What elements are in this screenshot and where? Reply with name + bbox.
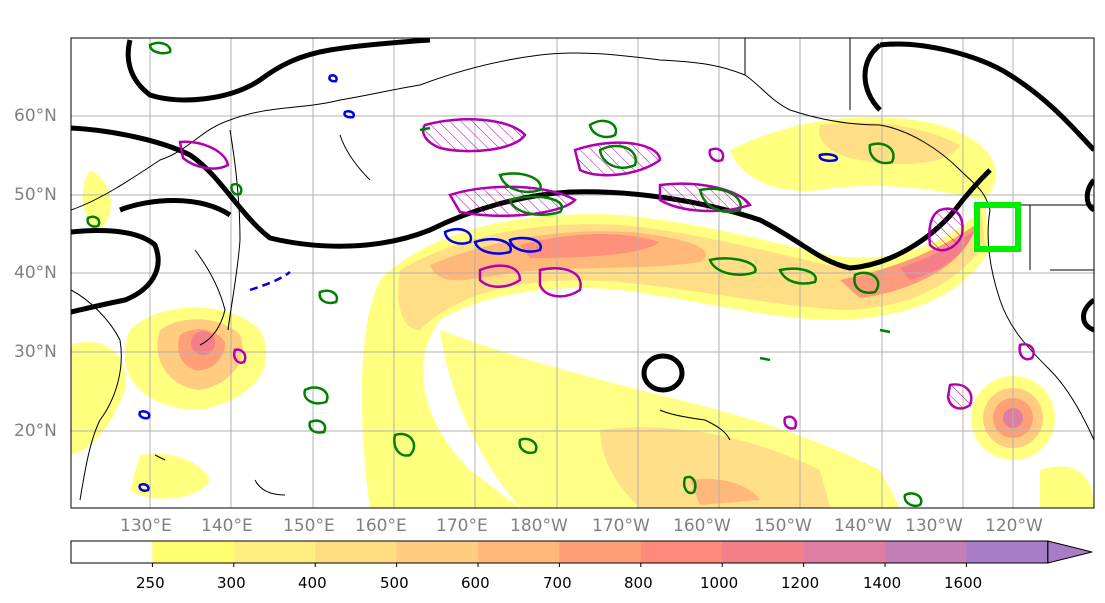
lon-label-140e: 140°E <box>201 516 253 536</box>
colorbar-segment <box>71 541 153 563</box>
colorbar-tick-800: 800 <box>624 574 653 592</box>
target-region-box <box>974 202 1021 252</box>
colorbar-tick-1600: 1600 <box>944 574 983 592</box>
lon-label-170e: 170°E <box>436 516 488 536</box>
colorbar-tick-400: 400 <box>298 574 327 592</box>
colorbar-segment <box>233 541 316 563</box>
map-area <box>71 38 1094 508</box>
colorbar-segment <box>478 541 560 563</box>
lon-label-180w: 180°W <box>510 516 568 536</box>
colorbar-segment <box>885 541 967 563</box>
colorbar-extend-arrow <box>1047 540 1093 564</box>
colorbar-segment <box>152 541 235 563</box>
lat-label-60n: 60°N <box>14 106 57 126</box>
colorbar-tick-1200: 1200 <box>781 574 820 592</box>
colorbar-segment <box>315 541 398 563</box>
pv-contours <box>71 38 1094 393</box>
blue-contours <box>138 74 839 492</box>
lon-label-130e: 130°E <box>120 516 172 536</box>
colorbar-segment <box>803 541 886 563</box>
colorbar-tick-1000: 1000 <box>700 574 739 592</box>
colorbar-segment <box>559 541 642 563</box>
lat-label-40n: 40°N <box>14 263 57 283</box>
green-contours <box>86 41 923 507</box>
lat-label-50n: 50°N <box>14 185 57 205</box>
colorbar-tick-250: 250 <box>136 574 165 592</box>
colorbar <box>70 540 1093 567</box>
colorbar-segment <box>966 541 1049 563</box>
colorbar-tick-700: 700 <box>543 574 572 592</box>
pv-hatched-regions <box>178 118 1035 430</box>
lon-label-140w: 140°W <box>834 516 892 536</box>
lon-label-120w: 120°W <box>985 516 1043 536</box>
colorbar-segment <box>722 541 805 563</box>
colorbar-segment <box>640 541 723 563</box>
lon-label-160e: 160°E <box>355 516 407 536</box>
lat-label-20n: 20°N <box>14 421 57 441</box>
colorbar-tick-1400: 1400 <box>863 574 902 592</box>
colorbar-segment <box>396 541 479 563</box>
colorbar-tick-300: 300 <box>217 574 246 592</box>
lon-label-170w: 170°W <box>592 516 650 536</box>
colorbar-tick-500: 500 <box>380 574 409 592</box>
lon-label-150w: 150°W <box>754 516 812 536</box>
lon-label-150e: 150°E <box>283 516 335 536</box>
lat-label-30n: 30°N <box>14 342 57 362</box>
lon-label-130w: 130°W <box>905 516 963 536</box>
colorbar-tick-600: 600 <box>461 574 490 592</box>
lon-label-160w: 160°W <box>673 516 731 536</box>
